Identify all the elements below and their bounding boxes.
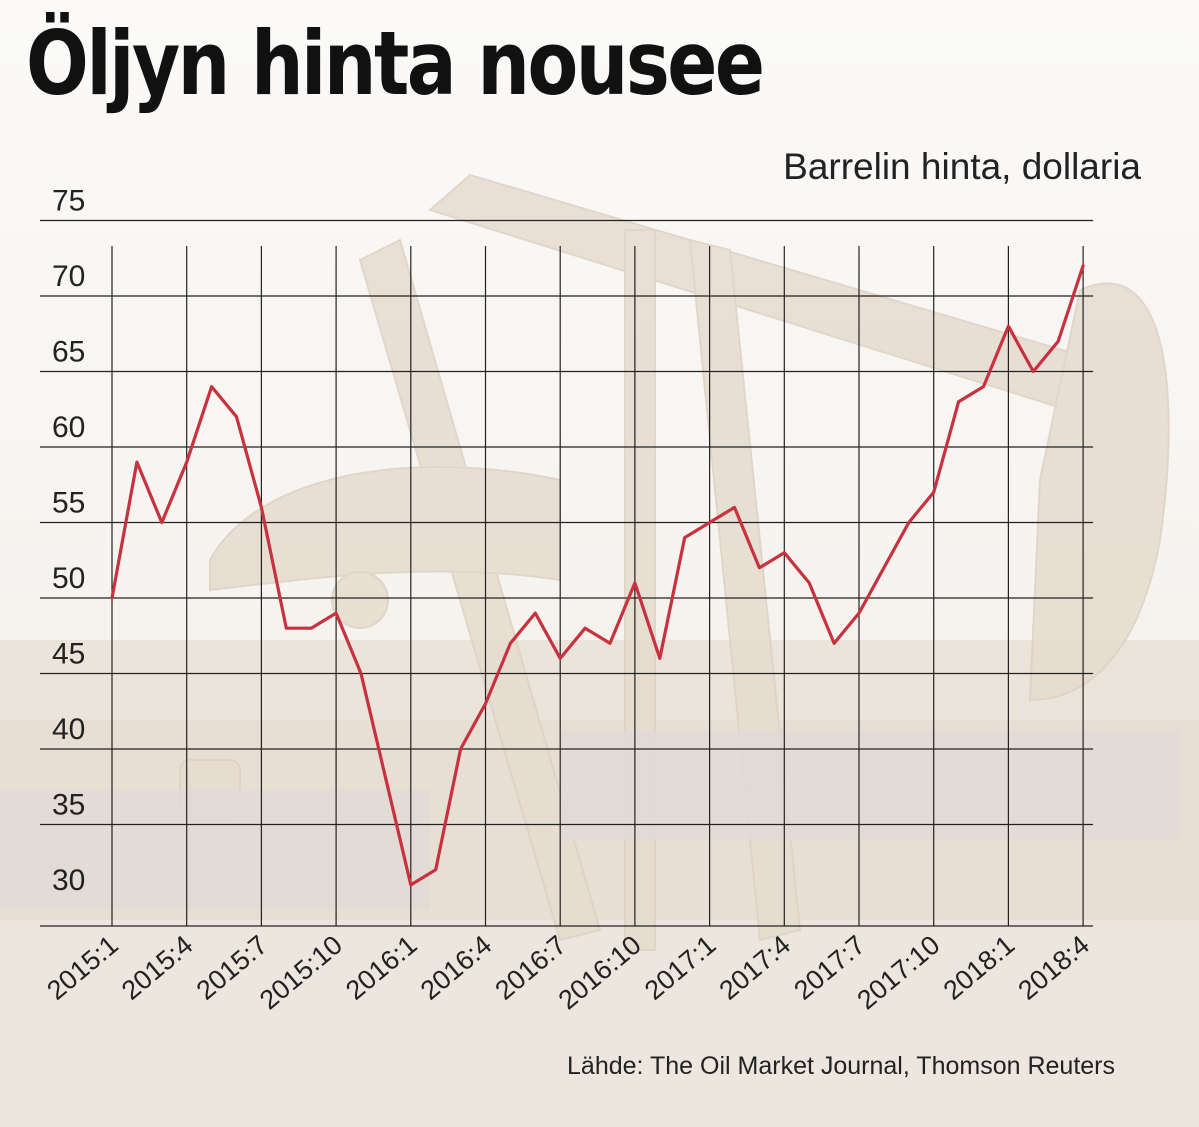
x-tick-label: 2017:1 — [639, 930, 722, 1006]
y-tick-label: 70 — [52, 260, 85, 293]
y-tick-label: 60 — [52, 411, 85, 444]
source-note: Lähde: The Oil Market Journal, Thomson R… — [567, 1052, 1115, 1080]
y-tick-label: 65 — [52, 336, 85, 369]
grid — [40, 219, 1094, 927]
x-tick-label: 2018:1 — [938, 930, 1021, 1006]
x-tick-label: 2017:4 — [714, 930, 797, 1006]
chart-subtitle: Barrelin hinta, dollaria — [783, 146, 1141, 187]
y-tick-label: 40 — [52, 713, 85, 746]
y-tick-label: 55 — [52, 487, 85, 520]
x-tick-label: 2017:10 — [852, 930, 946, 1016]
page-title: Öljyn hinta nousee — [26, 12, 765, 115]
x-tick-label: 2015:4 — [116, 930, 199, 1006]
y-tick-label: 45 — [52, 638, 85, 671]
x-tick-label: 2016:4 — [415, 930, 498, 1006]
y-tick-label: 30 — [52, 864, 85, 897]
x-tick-label: 2015:10 — [254, 930, 348, 1016]
x-tick-label: 2018:4 — [1012, 930, 1095, 1006]
x-tick-label: 2016:1 — [340, 930, 423, 1006]
x-tick-label: 2015:1 — [41, 930, 124, 1006]
y-axis-ticks: 30 35 40 45 50 55 60 65 70 75 — [52, 185, 85, 898]
x-tick-label: 2016:10 — [553, 930, 647, 1016]
y-tick-label: 50 — [52, 562, 85, 595]
y-tick-label: 35 — [52, 789, 85, 822]
series-line — [110, 264, 1085, 887]
x-axis-ticks: 2015:12015:42015:72015:102016:12016:4201… — [41, 930, 1095, 1016]
y-tick-label: 75 — [52, 185, 85, 218]
